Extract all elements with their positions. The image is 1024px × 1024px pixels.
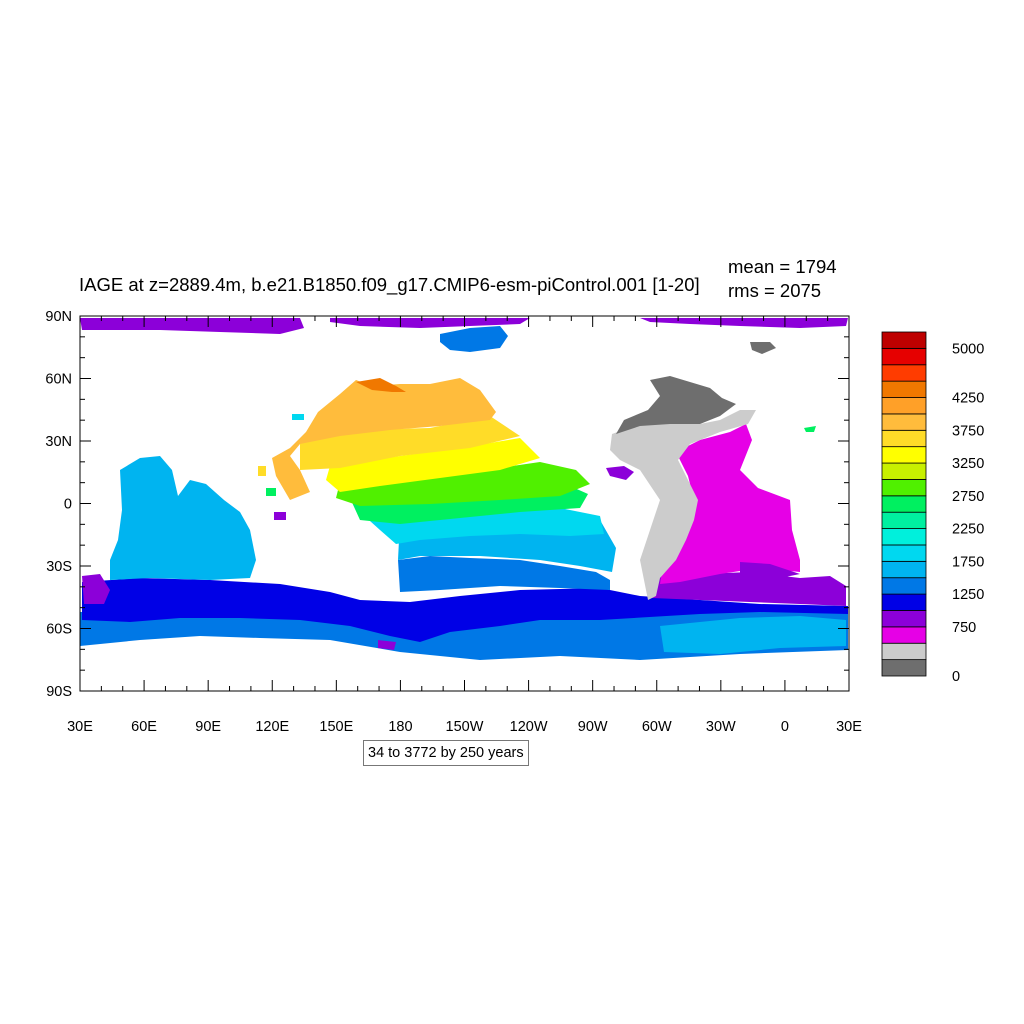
- region-southern-ocean-shelf: [660, 616, 846, 654]
- region-arctic-west: [80, 318, 304, 334]
- x-tick-label: 30E: [836, 719, 862, 735]
- colorbar-label: 750: [952, 620, 976, 636]
- colorbar-swatch: [881, 659, 927, 677]
- region-labrador-sea: [616, 376, 736, 434]
- colorbar-swatch: [881, 462, 927, 480]
- x-tick-label: 120W: [510, 719, 548, 735]
- colorbar-swatch: [881, 495, 927, 513]
- region-north-pacific: [272, 378, 496, 500]
- region-arctic-east: [640, 318, 848, 328]
- colorbar-label: 2250: [952, 522, 984, 538]
- colorbar: 0 750 1250 1750 2250 2750 3250 3750 4250 5000: [881, 331, 984, 685]
- colorbar-swatch: [881, 511, 927, 529]
- region-arctic-basin: [440, 326, 508, 352]
- colorbar-swatch: [881, 610, 927, 628]
- colorbar-label: 5000: [952, 341, 984, 357]
- plot-title: IAGE at z=2889.4m, b.e21.B1850.f09_g17.C…: [79, 274, 700, 295]
- colorbar-label: 1250: [952, 587, 984, 603]
- y-tick-label: 60N: [45, 372, 72, 388]
- colorbar-swatch: [881, 429, 927, 448]
- region-north-pacific-yellow: [326, 438, 540, 492]
- colorbar-swatch: [881, 626, 927, 644]
- colorbar-label: 3750: [952, 423, 984, 439]
- colorbar-swatch: [881, 560, 927, 579]
- y-tick-label: 90N: [45, 309, 72, 325]
- colorbar-swatch: [881, 397, 927, 415]
- colorbar-swatch: [881, 413, 927, 431]
- region-north-pacific-edge: [356, 378, 406, 392]
- x-tick-label: 150E: [319, 719, 353, 735]
- y-tick-label: 90S: [46, 684, 72, 700]
- y-tick-label: 30S: [46, 559, 72, 575]
- region-west-indian-margin: [82, 574, 110, 604]
- mean-stat: mean = 1794: [728, 256, 837, 277]
- colorbar-label: 2750: [952, 489, 984, 505]
- y-tick-label: 60S: [46, 622, 72, 638]
- y-tick-label: 30N: [45, 434, 72, 450]
- colorbar-label: 4250: [952, 391, 984, 407]
- ocean-field: [80, 316, 849, 691]
- colorbar-swatch: [881, 544, 927, 562]
- colorbar-swatch: [881, 446, 927, 464]
- x-tick-label: 0: [781, 719, 789, 735]
- region-pacific-west-spot: [292, 414, 304, 420]
- region-north-atlantic: [610, 410, 756, 600]
- colorbar-swatch: [881, 380, 927, 398]
- x-tick-label: 180: [388, 719, 412, 735]
- x-tick-label: 60E: [131, 719, 157, 735]
- x-tick-label: 60W: [642, 719, 672, 735]
- colorbar-swatch: [881, 577, 927, 595]
- colorbar-label: 1750: [952, 554, 984, 570]
- x-tick-label: 30E: [67, 719, 93, 735]
- x-tick-label: 30W: [706, 719, 736, 735]
- x-tick-label: 90E: [195, 719, 221, 735]
- region-north-pacific-gold: [300, 416, 520, 470]
- rms-stat: rms = 2075: [728, 280, 822, 301]
- x-tick-label: 120E: [255, 719, 289, 735]
- region-indian-ocean: [110, 456, 256, 580]
- contour-info-box: 34 to 3772 by 250 years: [363, 740, 529, 766]
- x-tick-label: 90W: [578, 719, 608, 735]
- colorbar-swatch: [881, 347, 927, 366]
- region-southern-ocean-core: [82, 578, 848, 642]
- colorbar-swatch: [881, 479, 927, 497]
- region-tropical-pacific: [336, 462, 590, 506]
- region-south-china-spot: [266, 488, 276, 496]
- colorbar-swatch: [881, 331, 927, 349]
- region-med-spot: [804, 426, 816, 432]
- x-axis: 30E 60E 90E 120E 150E 180 150W 120W 90W 60W 30W 0 30…: [67, 316, 862, 735]
- colorbar-swatch: [881, 593, 927, 611]
- region-south-atlantic: [660, 424, 800, 584]
- colorbar-label: 0: [952, 669, 960, 685]
- region-east-atlantic-spot: [740, 562, 800, 580]
- x-tick-label: 150W: [446, 719, 484, 735]
- region-arctic-central: [330, 318, 530, 328]
- y-axis: 90N 60N 30N 0 30S 60S 90S: [45, 309, 849, 700]
- colorbar-label: 3250: [952, 456, 984, 472]
- region-caribbean: [606, 466, 634, 480]
- region-southern-ocean-outer: [80, 612, 848, 660]
- region-south-pacific-deep: [398, 556, 610, 592]
- region-aleutian-islands: [750, 342, 776, 354]
- region-gulf-spot: [258, 466, 266, 476]
- region-south-atlantic-deep: [650, 572, 846, 606]
- y-tick-label: 0: [64, 497, 72, 513]
- region-indonesia-spot: [274, 512, 286, 520]
- colorbar-swatch: [881, 364, 927, 382]
- colorbar-swatch: [881, 528, 927, 546]
- colorbar-swatch: [881, 642, 927, 661]
- region-tasman-spot: [378, 640, 396, 650]
